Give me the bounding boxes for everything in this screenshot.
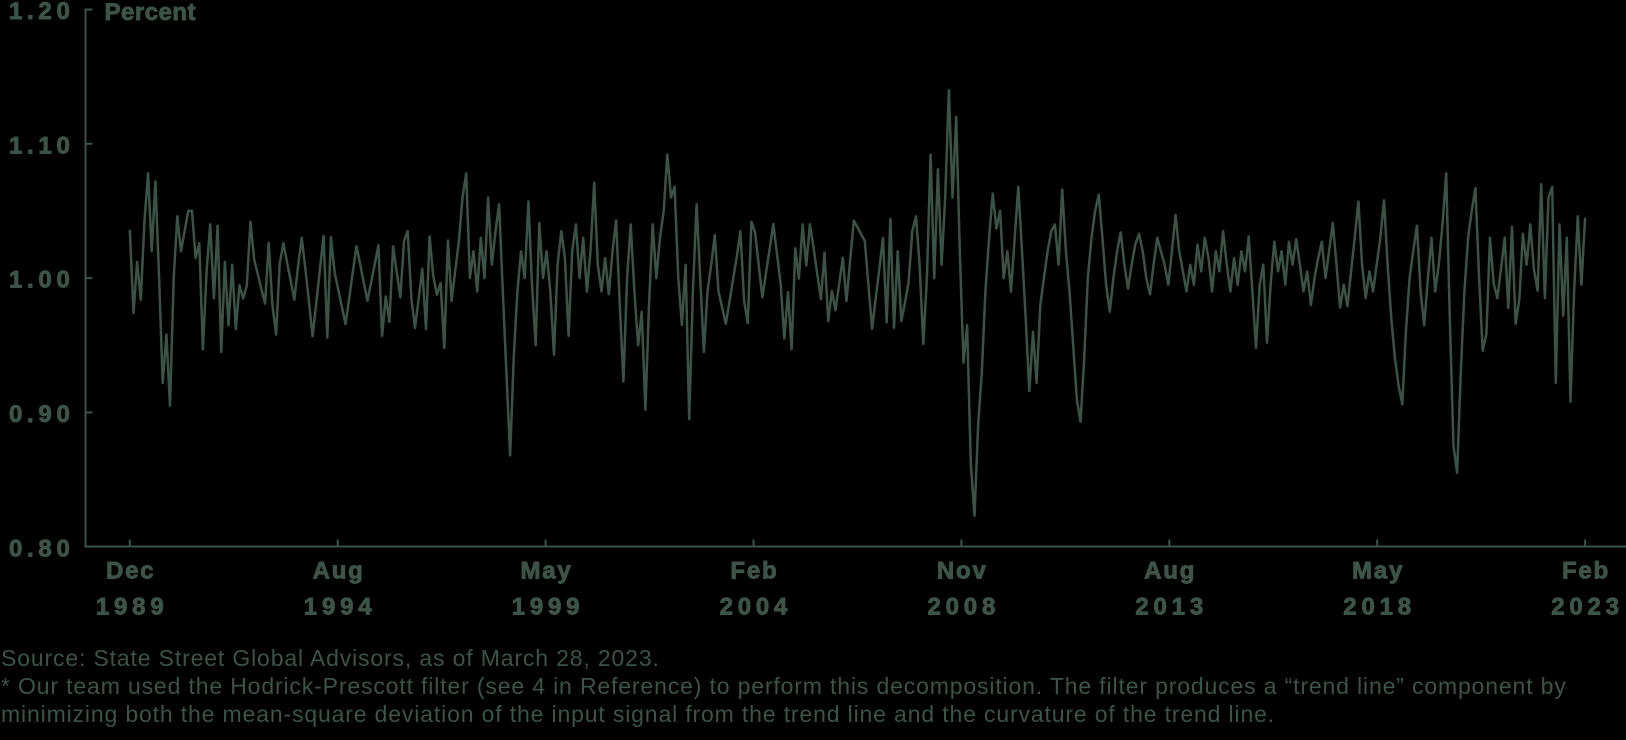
svg-text:Nov: Nov bbox=[937, 558, 988, 585]
svg-text:1999: 1999 bbox=[512, 594, 585, 621]
svg-text:Source: State Street Global Ad: Source: State Street Global Advisors, as… bbox=[1, 645, 660, 671]
svg-text:2013: 2013 bbox=[1135, 594, 1208, 621]
svg-text:* Our team used the Hodrick-Pr: * Our team used the Hodrick-Prescott fil… bbox=[1, 673, 1567, 699]
svg-text:May: May bbox=[520, 558, 572, 585]
svg-text:0.90: 0.90 bbox=[9, 401, 75, 428]
svg-text:Aug: Aug bbox=[1144, 558, 1196, 585]
svg-text:1.10: 1.10 bbox=[9, 132, 75, 159]
svg-text:minimizing both the mean-squar: minimizing both the mean-square deviatio… bbox=[1, 701, 1275, 727]
svg-text:1.20: 1.20 bbox=[9, 0, 75, 25]
svg-text:1.00: 1.00 bbox=[9, 267, 75, 294]
svg-text:0.80: 0.80 bbox=[9, 535, 75, 562]
svg-text:1989: 1989 bbox=[96, 594, 169, 621]
svg-text:2018: 2018 bbox=[1343, 594, 1416, 621]
svg-text:2004: 2004 bbox=[720, 594, 793, 621]
svg-text:Feb: Feb bbox=[730, 558, 778, 585]
svg-text:May: May bbox=[1352, 558, 1404, 585]
svg-text:Percent: Percent bbox=[105, 0, 197, 26]
svg-text:2023: 2023 bbox=[1551, 594, 1624, 621]
svg-text:Feb: Feb bbox=[1562, 558, 1610, 585]
svg-text:2008: 2008 bbox=[928, 594, 1001, 621]
svg-text:Dec: Dec bbox=[106, 558, 155, 585]
svg-text:Aug: Aug bbox=[313, 558, 365, 585]
svg-text:1994: 1994 bbox=[304, 594, 377, 621]
